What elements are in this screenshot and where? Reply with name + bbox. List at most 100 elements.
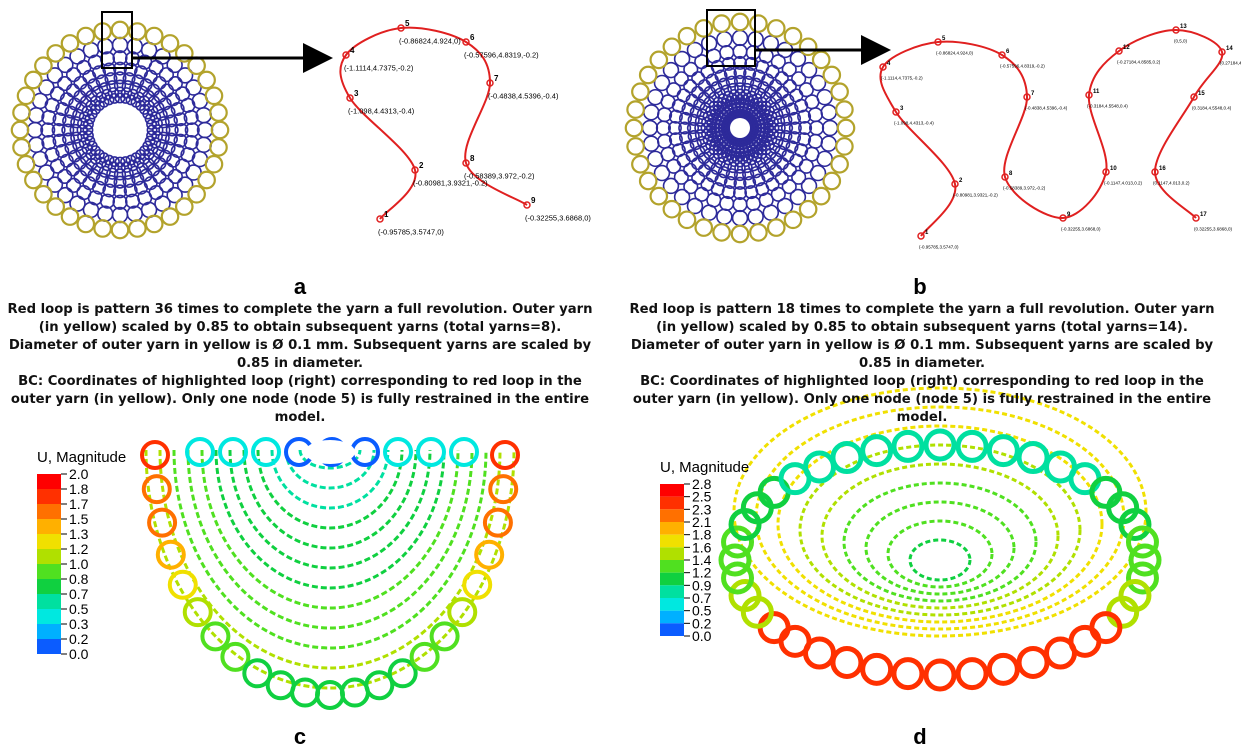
node-id: 1 bbox=[384, 210, 389, 219]
node-id: 3 bbox=[354, 89, 359, 98]
legend-label: 1.8 bbox=[69, 481, 89, 497]
rim-loop bbox=[292, 680, 318, 706]
figure: 1(-0.95785,3.5747,0)2(-0.80981,3.9321,-0… bbox=[0, 0, 1241, 752]
rim-loop bbox=[158, 542, 184, 568]
yarn-loop bbox=[127, 39, 142, 54]
top-loop bbox=[451, 439, 477, 465]
yarn-loop bbox=[98, 206, 113, 221]
node-coord: (-1.1114,4.7375,-0.2) bbox=[881, 76, 923, 81]
legend-band bbox=[37, 639, 61, 654]
node-id: 8 bbox=[470, 154, 475, 163]
node-id: 5 bbox=[405, 19, 410, 28]
yarn-loop bbox=[784, 80, 796, 92]
node-id: 14 bbox=[1226, 46, 1233, 52]
yarn-loop bbox=[824, 67, 840, 83]
yarn-loop bbox=[13, 104, 29, 120]
yarn-loop bbox=[784, 164, 796, 176]
top-loop bbox=[418, 439, 444, 465]
legend-label: 0.7 bbox=[69, 586, 89, 602]
yarn-loop bbox=[785, 212, 801, 228]
rim-loop bbox=[485, 510, 511, 536]
caption: Red loop is pattern 36 times to complete… bbox=[0, 301, 600, 427]
yarn-loop bbox=[196, 137, 211, 152]
legend-label: 1.7 bbox=[69, 496, 89, 512]
node-id: 16 bbox=[1159, 166, 1166, 172]
yarn-loop bbox=[733, 211, 748, 226]
yarn-loop bbox=[146, 28, 162, 44]
yarn-loop bbox=[679, 212, 695, 228]
node-id: 2 bbox=[419, 161, 424, 170]
rim-loop bbox=[1019, 648, 1047, 676]
yarn-loop bbox=[198, 72, 214, 88]
legend-band bbox=[37, 504, 61, 519]
yarn-loop bbox=[750, 15, 766, 31]
yarn-loop bbox=[831, 156, 847, 172]
legend-label: 0.0 bbox=[69, 646, 89, 662]
hole bbox=[100, 110, 140, 150]
node-id: 4 bbox=[887, 61, 891, 67]
yarn-loop bbox=[817, 90, 832, 105]
yarn-loop bbox=[127, 206, 142, 221]
legend-label: 0.5 bbox=[69, 601, 89, 617]
yarn-loop bbox=[717, 32, 732, 47]
yarn-loop bbox=[206, 88, 222, 104]
yarn-loop bbox=[210, 139, 226, 155]
yarn-loop bbox=[160, 68, 174, 82]
node-coord: (0.1147,4.013,0.2) bbox=[1153, 181, 1190, 186]
yarn-loop bbox=[62, 35, 78, 51]
yarn-loop bbox=[29, 108, 44, 123]
legend-band bbox=[660, 573, 684, 586]
rim-loop bbox=[989, 655, 1017, 683]
yarn-loop bbox=[732, 14, 748, 30]
node-id: 6 bbox=[470, 33, 475, 42]
yarn-loop bbox=[648, 90, 663, 105]
yarn-loop bbox=[684, 80, 696, 92]
yarn-loop bbox=[188, 57, 204, 73]
yarn-loop bbox=[696, 20, 712, 36]
yarn-loop bbox=[212, 122, 228, 138]
yarn-loop bbox=[717, 209, 732, 224]
legend-band bbox=[37, 624, 61, 639]
node-coord: (-1.098,4.4313,-0.4) bbox=[894, 121, 934, 126]
yarn-loop bbox=[627, 101, 643, 117]
node-coord: (-1.098,4.4313,-0.4) bbox=[348, 107, 415, 116]
node-id: 11 bbox=[1093, 89, 1100, 95]
yarn-loop bbox=[112, 222, 128, 238]
yarn-loop bbox=[29, 137, 44, 152]
legend-title: U, Magnitude bbox=[37, 449, 126, 466]
yarn-loop bbox=[58, 77, 72, 91]
legend-label: 1.2 bbox=[69, 541, 89, 557]
yarn-loop bbox=[776, 172, 788, 184]
node-id: 2 bbox=[959, 178, 963, 184]
yarn-loop bbox=[210, 104, 226, 120]
yarn-loop bbox=[817, 151, 832, 166]
yarn-loop bbox=[713, 15, 729, 31]
node-id: 6 bbox=[1006, 49, 1010, 55]
hole bbox=[730, 118, 750, 138]
node-coord: (-0.86824,4.924,0) bbox=[936, 51, 974, 56]
legend-band bbox=[660, 535, 684, 548]
node-coord: (0.27184,4.8585,0.2) bbox=[1220, 61, 1241, 66]
node-coord: (-0.57596,4.8319,-0.2) bbox=[464, 51, 539, 60]
panel-label: d bbox=[900, 724, 940, 750]
loop-curve bbox=[880, 30, 1222, 236]
legend-band bbox=[37, 489, 61, 504]
yarn-loop bbox=[813, 188, 829, 204]
legend-band bbox=[37, 609, 61, 624]
yarn-loop bbox=[750, 224, 766, 240]
rim-loop bbox=[268, 672, 294, 698]
rim-loop bbox=[989, 437, 1017, 465]
yarn-loop bbox=[836, 138, 852, 154]
caption-line: Red loop is pattern 36 times to complete… bbox=[0, 301, 600, 337]
caption-line: BC: Coordinates of highlighted loop (rig… bbox=[0, 373, 600, 427]
legend-label: 0.2 bbox=[69, 631, 89, 647]
yarn-loop bbox=[644, 105, 659, 120]
yarn-loop bbox=[162, 35, 178, 51]
legend-band bbox=[660, 585, 684, 598]
yarn-loop bbox=[664, 201, 680, 217]
node-coord: (-0.95785,3.5747,0) bbox=[919, 245, 959, 250]
rim-loop bbox=[317, 682, 343, 708]
node-coord: (-0.86824,4.924,0) bbox=[399, 37, 461, 46]
yarn-loop bbox=[651, 52, 667, 68]
node-coord: (-0.58389,3.972,-0.2) bbox=[464, 172, 535, 181]
